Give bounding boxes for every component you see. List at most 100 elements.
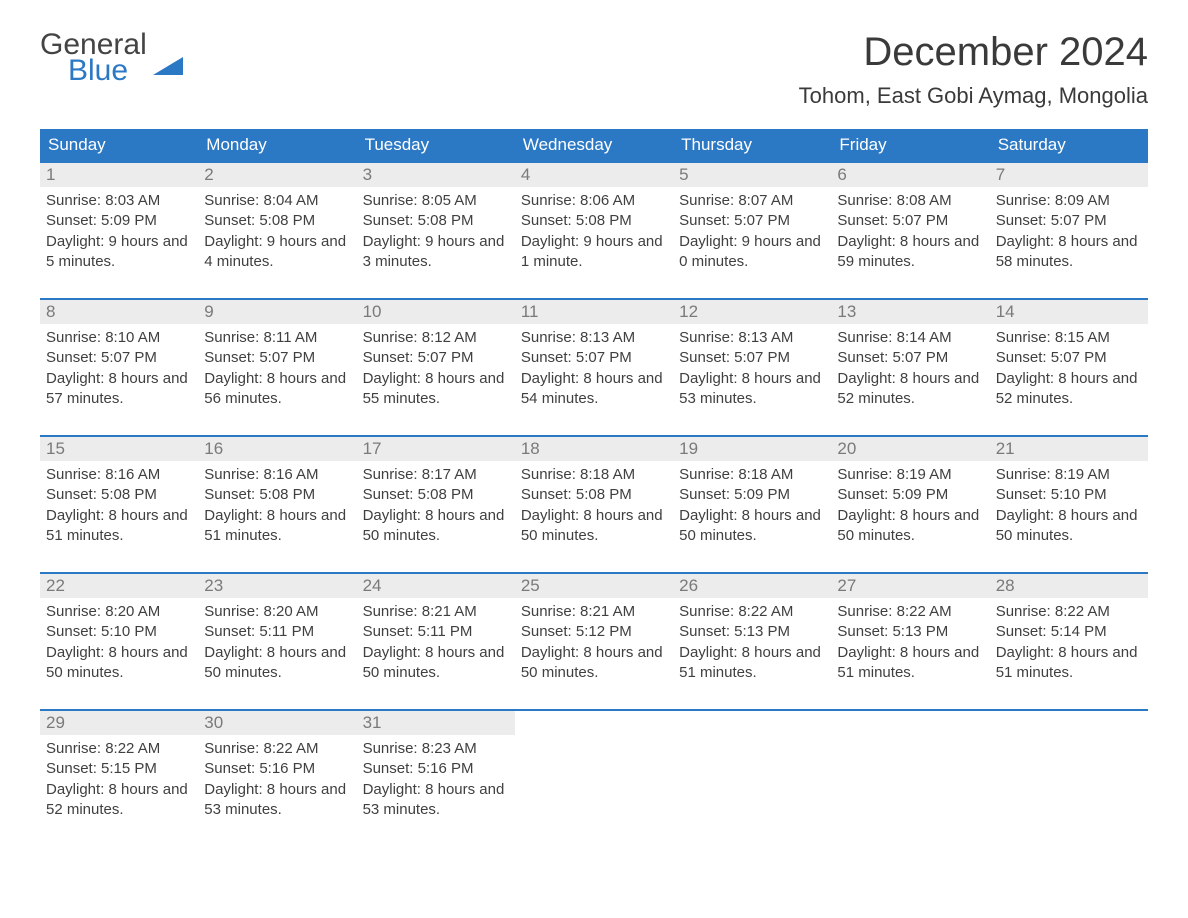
sunrise-text: Sunrise: 8:18 AM <box>679 465 825 485</box>
day-number: 22 <box>40 574 198 598</box>
day-cell: 31Sunrise: 8:23 AMSunset: 5:16 PMDayligh… <box>357 711 515 824</box>
daylight-text: Daylight: 9 hours and 3 minutes. <box>363 232 509 273</box>
sunrise-text: Sunrise: 8:04 AM <box>204 191 350 211</box>
day-content: Sunrise: 8:22 AMSunset: 5:16 PMDaylight:… <box>198 735 356 824</box>
sunrise-text: Sunrise: 8:19 AM <box>996 465 1142 485</box>
day-content: Sunrise: 8:03 AMSunset: 5:09 PMDaylight:… <box>40 187 198 276</box>
weekday-monday: Monday <box>198 129 356 161</box>
sunset-text: Sunset: 5:07 PM <box>521 348 667 368</box>
daylight-text: Daylight: 8 hours and 54 minutes. <box>521 369 667 410</box>
day-cell: 24Sunrise: 8:21 AMSunset: 5:11 PMDayligh… <box>357 574 515 687</box>
day-number: 27 <box>831 574 989 598</box>
day-number: 26 <box>673 574 831 598</box>
day-number: 16 <box>198 437 356 461</box>
day-cell: 9Sunrise: 8:11 AMSunset: 5:07 PMDaylight… <box>198 300 356 413</box>
day-content: Sunrise: 8:10 AMSunset: 5:07 PMDaylight:… <box>40 324 198 413</box>
day-cell: 23Sunrise: 8:20 AMSunset: 5:11 PMDayligh… <box>198 574 356 687</box>
day-cell: 4Sunrise: 8:06 AMSunset: 5:08 PMDaylight… <box>515 163 673 276</box>
sunrise-text: Sunrise: 8:16 AM <box>46 465 192 485</box>
day-number: 31 <box>357 711 515 735</box>
sunrise-text: Sunrise: 8:19 AM <box>837 465 983 485</box>
week-row: 1Sunrise: 8:03 AMSunset: 5:09 PMDaylight… <box>40 161 1148 276</box>
day-number: 20 <box>831 437 989 461</box>
sunset-text: Sunset: 5:08 PM <box>204 211 350 231</box>
sunrise-text: Sunrise: 8:22 AM <box>204 739 350 759</box>
daylight-text: Daylight: 8 hours and 56 minutes. <box>204 369 350 410</box>
sunset-text: Sunset: 5:08 PM <box>204 485 350 505</box>
day-number: 17 <box>357 437 515 461</box>
sunset-text: Sunset: 5:11 PM <box>204 622 350 642</box>
day-cell: 19Sunrise: 8:18 AMSunset: 5:09 PMDayligh… <box>673 437 831 550</box>
day-content: Sunrise: 8:20 AMSunset: 5:10 PMDaylight:… <box>40 598 198 687</box>
day-content: Sunrise: 8:13 AMSunset: 5:07 PMDaylight:… <box>515 324 673 413</box>
day-cell: 25Sunrise: 8:21 AMSunset: 5:12 PMDayligh… <box>515 574 673 687</box>
daylight-text: Daylight: 8 hours and 50 minutes. <box>204 643 350 684</box>
daylight-text: Daylight: 8 hours and 52 minutes. <box>46 780 192 821</box>
daylight-text: Daylight: 8 hours and 50 minutes. <box>363 643 509 684</box>
sunset-text: Sunset: 5:09 PM <box>46 211 192 231</box>
daylight-text: Daylight: 8 hours and 51 minutes. <box>996 643 1142 684</box>
sunrise-text: Sunrise: 8:21 AM <box>363 602 509 622</box>
daylight-text: Daylight: 8 hours and 50 minutes. <box>521 643 667 684</box>
day-number: 12 <box>673 300 831 324</box>
sunrise-text: Sunrise: 8:17 AM <box>363 465 509 485</box>
sunrise-text: Sunrise: 8:12 AM <box>363 328 509 348</box>
calendar: Sunday Monday Tuesday Wednesday Thursday… <box>40 129 1148 824</box>
day-cell: 8Sunrise: 8:10 AMSunset: 5:07 PMDaylight… <box>40 300 198 413</box>
day-number: 8 <box>40 300 198 324</box>
day-content: Sunrise: 8:14 AMSunset: 5:07 PMDaylight:… <box>831 324 989 413</box>
day-number: 15 <box>40 437 198 461</box>
daylight-text: Daylight: 8 hours and 51 minutes. <box>837 643 983 684</box>
sunset-text: Sunset: 5:12 PM <box>521 622 667 642</box>
day-number: 11 <box>515 300 673 324</box>
day-cell: 15Sunrise: 8:16 AMSunset: 5:08 PMDayligh… <box>40 437 198 550</box>
sunrise-text: Sunrise: 8:18 AM <box>521 465 667 485</box>
day-number: 30 <box>198 711 356 735</box>
sunrise-text: Sunrise: 8:22 AM <box>46 739 192 759</box>
day-content: Sunrise: 8:16 AMSunset: 5:08 PMDaylight:… <box>198 461 356 550</box>
day-number: 18 <box>515 437 673 461</box>
day-cell: 10Sunrise: 8:12 AMSunset: 5:07 PMDayligh… <box>357 300 515 413</box>
sunrise-text: Sunrise: 8:13 AM <box>679 328 825 348</box>
daylight-text: Daylight: 8 hours and 52 minutes. <box>996 369 1142 410</box>
sunrise-text: Sunrise: 8:22 AM <box>679 602 825 622</box>
day-content: Sunrise: 8:22 AMSunset: 5:13 PMDaylight:… <box>673 598 831 687</box>
day-content: Sunrise: 8:05 AMSunset: 5:08 PMDaylight:… <box>357 187 515 276</box>
sunset-text: Sunset: 5:07 PM <box>837 211 983 231</box>
weeks-container: 1Sunrise: 8:03 AMSunset: 5:09 PMDaylight… <box>40 161 1148 824</box>
logo-flag-icon <box>153 57 183 86</box>
sunrise-text: Sunrise: 8:22 AM <box>837 602 983 622</box>
sunset-text: Sunset: 5:16 PM <box>204 759 350 779</box>
sunset-text: Sunset: 5:08 PM <box>363 485 509 505</box>
sunrise-text: Sunrise: 8:05 AM <box>363 191 509 211</box>
daylight-text: Daylight: 9 hours and 4 minutes. <box>204 232 350 273</box>
sunrise-text: Sunrise: 8:21 AM <box>521 602 667 622</box>
sunrise-text: Sunrise: 8:07 AM <box>679 191 825 211</box>
day-number: 13 <box>831 300 989 324</box>
day-content: Sunrise: 8:19 AMSunset: 5:09 PMDaylight:… <box>831 461 989 550</box>
day-cell: 12Sunrise: 8:13 AMSunset: 5:07 PMDayligh… <box>673 300 831 413</box>
title-block: December 2024 Tohom, East Gobi Aymag, Mo… <box>799 30 1148 109</box>
sunrise-text: Sunrise: 8:22 AM <box>996 602 1142 622</box>
daylight-text: Daylight: 8 hours and 50 minutes. <box>363 506 509 547</box>
day-content: Sunrise: 8:09 AMSunset: 5:07 PMDaylight:… <box>990 187 1148 276</box>
daylight-text: Daylight: 9 hours and 1 minute. <box>521 232 667 273</box>
week-row: 15Sunrise: 8:16 AMSunset: 5:08 PMDayligh… <box>40 435 1148 550</box>
day-number: 23 <box>198 574 356 598</box>
daylight-text: Daylight: 9 hours and 5 minutes. <box>46 232 192 273</box>
sunset-text: Sunset: 5:11 PM <box>363 622 509 642</box>
weekday-tuesday: Tuesday <box>357 129 515 161</box>
day-cell: 22Sunrise: 8:20 AMSunset: 5:10 PMDayligh… <box>40 574 198 687</box>
daylight-text: Daylight: 8 hours and 50 minutes. <box>521 506 667 547</box>
sunset-text: Sunset: 5:10 PM <box>996 485 1142 505</box>
day-cell: 26Sunrise: 8:22 AMSunset: 5:13 PMDayligh… <box>673 574 831 687</box>
day-cell: 21Sunrise: 8:19 AMSunset: 5:10 PMDayligh… <box>990 437 1148 550</box>
week-row: 29Sunrise: 8:22 AMSunset: 5:15 PMDayligh… <box>40 709 1148 824</box>
sunset-text: Sunset: 5:09 PM <box>679 485 825 505</box>
weekday-header-row: Sunday Monday Tuesday Wednesday Thursday… <box>40 129 1148 161</box>
day-cell: 5Sunrise: 8:07 AMSunset: 5:07 PMDaylight… <box>673 163 831 276</box>
daylight-text: Daylight: 8 hours and 55 minutes. <box>363 369 509 410</box>
daylight-text: Daylight: 9 hours and 0 minutes. <box>679 232 825 273</box>
sunset-text: Sunset: 5:07 PM <box>679 348 825 368</box>
week-row: 22Sunrise: 8:20 AMSunset: 5:10 PMDayligh… <box>40 572 1148 687</box>
